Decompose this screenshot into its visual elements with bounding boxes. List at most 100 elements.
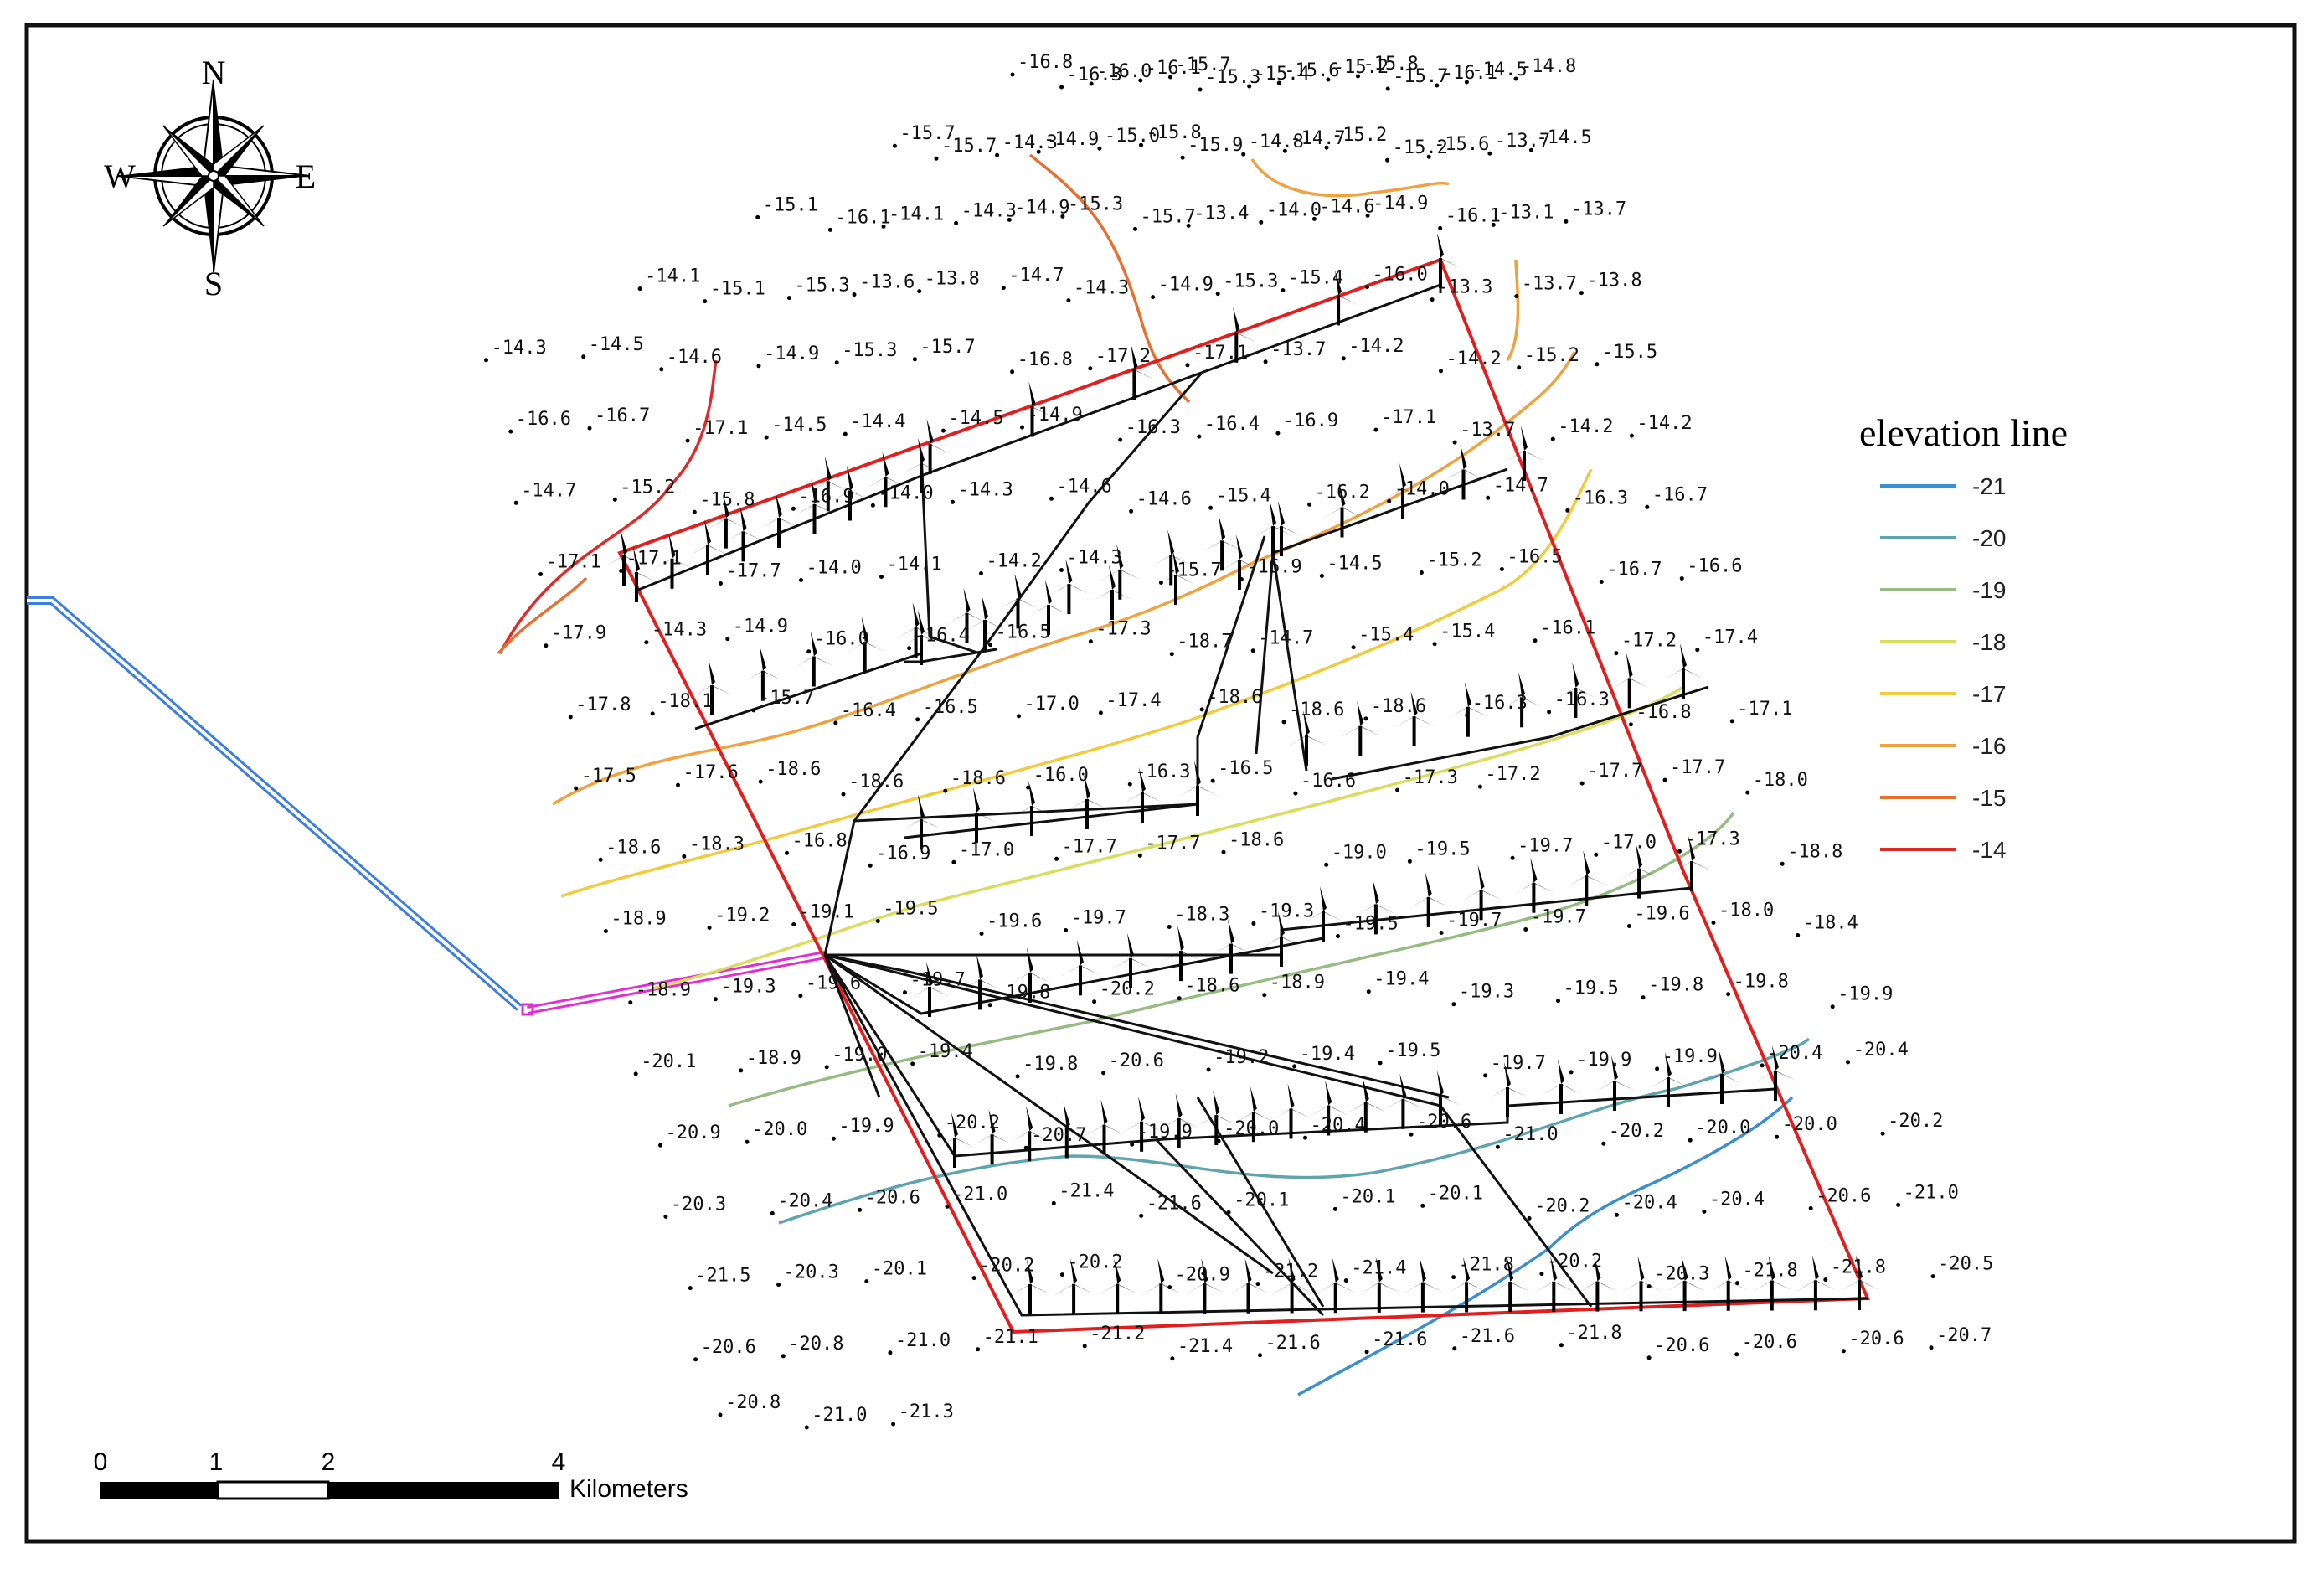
- wind-turbine-icon: [1271, 1257, 1312, 1314]
- sounding-label: -19.8: [995, 983, 1050, 1004]
- sounding-point: [1088, 639, 1093, 644]
- sounding-label: -17.4: [1105, 690, 1161, 711]
- sounding-point: [1365, 285, 1369, 290]
- sounding-label: -19.4: [1373, 969, 1429, 990]
- wind-turbine-icon: [1541, 1059, 1581, 1114]
- sounding-point: [976, 1347, 981, 1352]
- sounding-point: [1341, 356, 1346, 361]
- sounding-label: -21.2: [1263, 1262, 1318, 1283]
- sounding-point: [1529, 147, 1533, 152]
- sounding-point: [1066, 298, 1071, 303]
- sounding-label: -17.3: [1403, 767, 1458, 788]
- sounding-point: [1628, 722, 1633, 727]
- sounding-point: [1292, 1064, 1297, 1069]
- sounding-point: [1451, 1275, 1456, 1280]
- sounding-point: [1629, 433, 1634, 438]
- wind-turbine-icon: [1233, 1086, 1274, 1143]
- sounding-point: [1026, 785, 1031, 790]
- sounding-point: [538, 572, 544, 576]
- wind-turbine-icon: [1795, 1255, 1836, 1311]
- sounding-label: -17.3: [1095, 619, 1151, 640]
- sounding-label: -20.1: [1428, 1183, 1483, 1204]
- wind-turbine-icon: [1009, 1106, 1050, 1162]
- sounding-label: -14.2: [987, 551, 1042, 572]
- wind-turbine-icon: [960, 954, 1000, 1010]
- sounding-label: -14.0: [1394, 478, 1450, 499]
- wind-turbine-icon: [1566, 850, 1607, 906]
- wind-turbine-icon: [742, 645, 783, 701]
- legend-label: -18: [1972, 629, 2006, 655]
- sounding-label: -15.1: [710, 279, 765, 300]
- sounding-point: [484, 358, 488, 363]
- sounding-label: -19.7: [1071, 908, 1126, 929]
- depth-soundings: -16.8-16.3-16.0-16.1-15.7-15.3-15.4-15.6…: [484, 52, 1993, 1430]
- sounding-label: -15.4: [1216, 485, 1271, 506]
- sounding-label: -14.6: [1057, 476, 1112, 497]
- sounding-label: -20.6: [1654, 1335, 1709, 1356]
- scale-label-2: 2: [322, 1448, 336, 1476]
- sounding-label: -16.1: [835, 207, 890, 228]
- sounding-label: -16.9: [1246, 557, 1301, 578]
- sounding-point: [1303, 1135, 1307, 1140]
- sounding-label: -17.1: [1193, 343, 1248, 364]
- sounding-label: -17.0: [1024, 694, 1080, 715]
- sounding-label: -20.5: [1938, 1254, 1993, 1275]
- sounding-label: -16.8: [1018, 52, 1073, 73]
- sounding-label: -17.1: [1381, 407, 1436, 428]
- sounding-label: -21.5: [695, 1266, 750, 1287]
- sounding-label: -16.1: [1146, 58, 1201, 79]
- contour-minus-18: [652, 685, 1684, 990]
- sounding-point: [1491, 222, 1496, 227]
- sounding-point: [603, 929, 608, 933]
- sounding-label: -21.6: [1460, 1326, 1515, 1347]
- sounding-point: [1695, 648, 1700, 653]
- sounding-point: [1129, 508, 1134, 514]
- wind-turbine-icon: [1648, 1052, 1688, 1107]
- sounding-point: [1559, 1343, 1564, 1348]
- sounding-point: [644, 640, 649, 645]
- sounding-point: [719, 581, 723, 586]
- sounding-label: -15.7: [899, 123, 955, 144]
- sounding-label: -14.3: [492, 338, 547, 359]
- sounding-point: [1210, 778, 1215, 783]
- sounding-point: [1419, 570, 1424, 575]
- sounding-label: -20.9: [1175, 1265, 1230, 1286]
- sounding-label: -14.0: [1266, 199, 1322, 220]
- sounding-label: -15.1: [763, 194, 818, 215]
- sounding-point: [1276, 80, 1281, 85]
- sounding-label: -16.7: [1606, 560, 1662, 581]
- sounding-label: -15.4: [1288, 268, 1343, 289]
- sounding-point: [1064, 928, 1069, 932]
- sounding-point: [1151, 295, 1156, 300]
- sounding-label: -19.7: [1446, 911, 1502, 932]
- sounding-label: -13.8: [1586, 271, 1641, 292]
- sounding-point: [1880, 1131, 1885, 1136]
- sounding-label: -15.8: [1147, 122, 1202, 143]
- sounding-label: -14.9: [1158, 275, 1214, 296]
- sounding-point: [852, 292, 857, 297]
- sounding-label: -16.9: [875, 843, 930, 864]
- sounding-label: -21.0: [895, 1330, 951, 1351]
- sounding-label: -17.5: [581, 766, 636, 787]
- sounding-label: -16.8: [1018, 349, 1073, 370]
- sounding-point: [1420, 1203, 1425, 1208]
- wind-turbine-icon: [1286, 710, 1327, 766]
- sounding-label: -20.0: [752, 1119, 807, 1140]
- sounding-label: -16.7: [595, 405, 650, 426]
- sounding-point: [1430, 297, 1435, 302]
- sounding-label: -21.0: [1502, 1124, 1558, 1145]
- sounding-point: [508, 429, 513, 434]
- sounding-point: [1255, 1282, 1260, 1287]
- sounding-label: -15.3: [1223, 271, 1278, 292]
- sounding-point: [1215, 292, 1220, 297]
- sounding-point: [1439, 931, 1444, 935]
- sounding-label: -19.3: [1259, 901, 1314, 922]
- sounding-label: -18.9: [611, 909, 666, 930]
- wind-turbine-icon: [1446, 1257, 1487, 1313]
- sounding-point: [1351, 645, 1356, 650]
- sounding-point: [1464, 80, 1469, 85]
- sounding-label: -17.0: [959, 839, 1014, 860]
- sounding-label: -14.3: [1074, 278, 1129, 299]
- sounding-label: -14.0: [806, 558, 862, 579]
- sounding-point: [633, 1071, 638, 1076]
